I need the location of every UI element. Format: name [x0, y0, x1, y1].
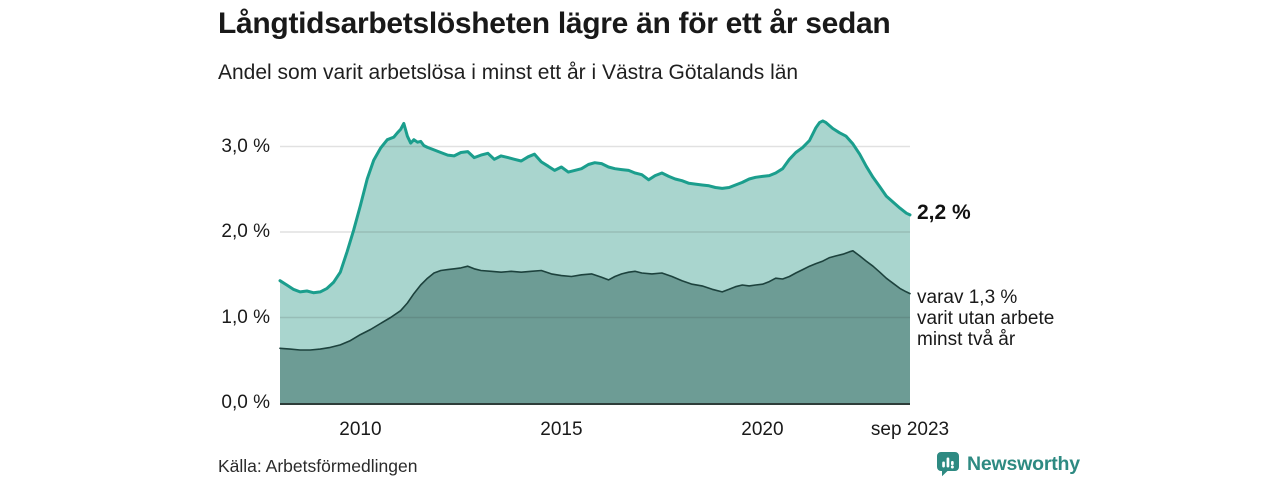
- newsworthy-brand: Newsworthy: [936, 451, 1080, 477]
- newsworthy-brand-text: Newsworthy: [967, 452, 1080, 475]
- source-credit: Källa: Arbetsförmedlingen: [218, 456, 418, 476]
- x-tick-label: 2020: [741, 419, 784, 440]
- total-line: [278, 119, 912, 295]
- y-tick-label: 0,0 %: [221, 392, 270, 413]
- x-tick-label: sep 2023: [870, 419, 950, 440]
- y-tick-label: 3,0 %: [221, 135, 270, 157]
- page-title: Långtidsarbetslösheten lägre än för ett …: [218, 7, 891, 40]
- x-tick-label: 2015: [540, 419, 583, 440]
- x-tick-label: 2010: [339, 419, 382, 440]
- end-note-line-1: varav 1,3 %: [917, 287, 1018, 308]
- two-years-line: [279, 250, 911, 351]
- newsworthy-logo-icon: [936, 451, 960, 477]
- y-tick-label: 2,0 %: [221, 221, 270, 242]
- two-years-area: [280, 250, 910, 403]
- y-tick-label: 1,0 %: [221, 306, 270, 328]
- end-value-note-subset: varav 1,3 % varit utan arbete minst två …: [917, 287, 1054, 350]
- end-note-line-2: varit utan arbete: [917, 308, 1055, 329]
- chart-subtitle: Andel som varit arbetslösa i minst ett å…: [218, 61, 799, 84]
- end-note-line-3: minst två år: [917, 329, 1016, 350]
- end-value-label-total: 2,2 %: [917, 201, 971, 224]
